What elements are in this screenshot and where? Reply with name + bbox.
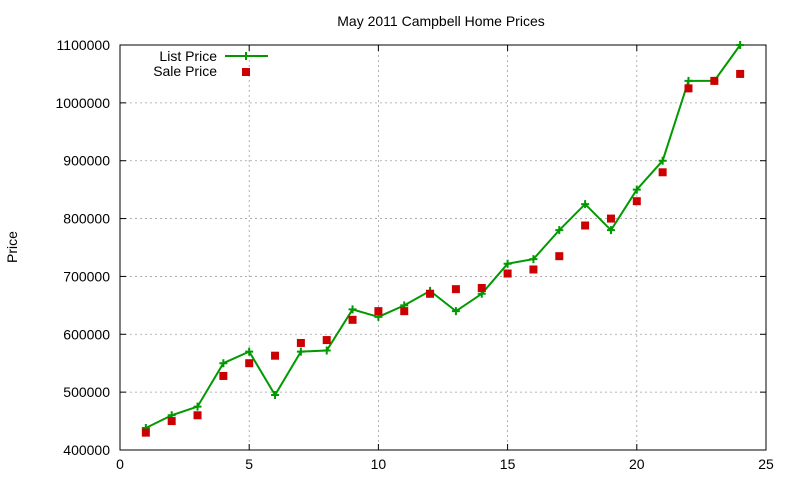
sale-price-point [296, 338, 305, 347]
y-tick-label: 700000 [63, 268, 110, 284]
sale-price-point [193, 411, 202, 420]
list-price-point [503, 259, 512, 268]
list-price-point [451, 307, 460, 316]
legend: List Price Sale Price [153, 48, 268, 79]
sale-price-point [426, 289, 435, 298]
y-axis-label: Price [4, 231, 20, 263]
sale-price-point [581, 221, 590, 230]
list-price-point [348, 305, 357, 314]
y-tick-label: 1100000 [57, 37, 111, 53]
sale-price-point [219, 371, 228, 380]
list-price-point [606, 226, 615, 235]
list-price-point [193, 402, 202, 411]
list-price-point [529, 255, 538, 264]
list-price-point [658, 156, 667, 165]
sale-price-point [348, 315, 357, 324]
list-price-point [219, 359, 228, 368]
sale-price-point [606, 214, 615, 223]
y-tick-label: 400000 [63, 442, 110, 458]
y-tick-label: 900000 [63, 153, 110, 169]
sale-price-point [322, 336, 331, 345]
list-price-point [736, 41, 745, 49]
sale-price-point [477, 284, 486, 292]
x-tick-label: 5 [245, 456, 253, 472]
series-layer [141, 41, 745, 437]
axis-ticks: 0 5 10 15 20 25 400000 500000 600000 700000 800000… [55, 37, 774, 472]
sale-price-point [400, 307, 409, 316]
list-price-point [296, 347, 305, 356]
x-tick-label: 25 [758, 456, 774, 472]
sale-price-point [529, 265, 538, 274]
list-price-line [145, 44, 741, 429]
sale-price-point [684, 84, 693, 93]
x-tick-label: 20 [629, 456, 645, 472]
sale-price-point [374, 307, 383, 316]
y-tick-label: 1000000 [55, 95, 110, 111]
series-0 [141, 41, 745, 433]
sale-price-point [658, 168, 667, 177]
chart-title: May 2011 Campbell Home Prices [337, 13, 545, 29]
list-price-point [555, 226, 564, 235]
list-price-point [581, 200, 590, 209]
sale-price-point [271, 351, 280, 360]
sale-price-point [141, 428, 150, 437]
legend-marker-list-price [242, 52, 250, 60]
x-tick-label: 10 [371, 456, 387, 472]
legend-label-sale-price: Sale Price [153, 63, 217, 79]
list-price-point [271, 391, 280, 400]
sale-price-point [451, 285, 460, 294]
y-tick-label: 500000 [63, 384, 110, 400]
list-price-point [245, 347, 254, 356]
sale-price-point [632, 197, 641, 206]
list-price-point [322, 346, 331, 355]
x-tick-label: 0 [116, 456, 124, 472]
sale-price-point [736, 69, 745, 78]
y-tick-label: 800000 [63, 211, 110, 227]
plot-frame [119, 44, 767, 451]
y-tick-label: 600000 [63, 326, 110, 342]
sale-price-point [710, 76, 719, 85]
sale-price-point [167, 417, 176, 426]
series-1 [141, 69, 745, 437]
legend-label-list-price: List Price [159, 48, 217, 64]
sale-price-point [245, 359, 254, 368]
x-tick-label: 15 [500, 456, 516, 472]
grid-lines [120, 45, 766, 450]
sale-price-point [503, 269, 512, 278]
sale-price-point [555, 252, 564, 261]
legend-marker-sale-price [242, 68, 250, 76]
list-price-point [684, 76, 693, 85]
list-price-point [632, 185, 641, 194]
